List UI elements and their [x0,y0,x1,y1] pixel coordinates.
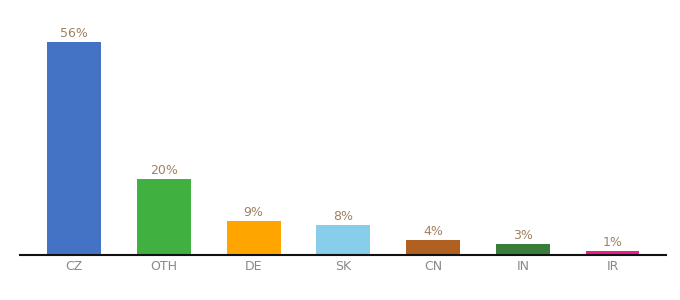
Text: 20%: 20% [150,164,178,177]
Bar [406,240,460,255]
Bar [316,224,371,255]
Bar [48,42,101,255]
Bar [137,179,191,255]
Text: 56%: 56% [61,27,88,40]
Bar [585,251,639,255]
Text: 8%: 8% [333,210,354,223]
Bar [496,244,549,255]
Text: 3%: 3% [513,229,533,242]
Text: 4%: 4% [423,225,443,238]
Bar [226,221,281,255]
Text: 1%: 1% [602,236,622,249]
Text: 9%: 9% [243,206,264,219]
